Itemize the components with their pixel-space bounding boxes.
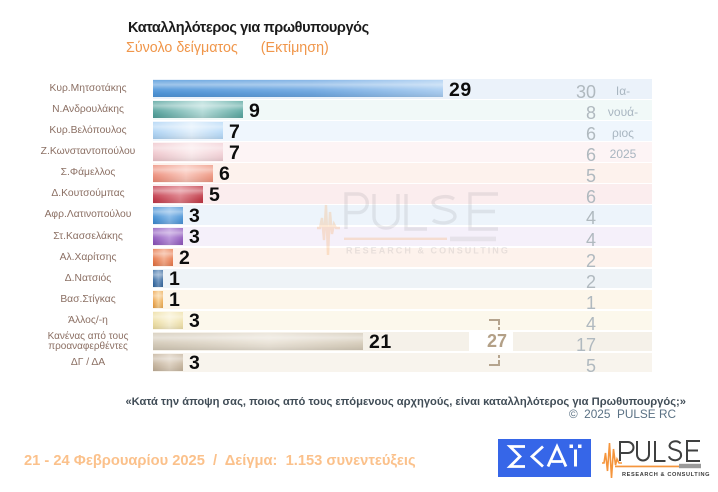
svg-text:RESEARCH & CONSULTING: RESEARCH & CONSULTING xyxy=(622,472,710,478)
svg-text:RESEARCH & CONSULTING: RESEARCH & CONSULTING xyxy=(346,246,510,256)
